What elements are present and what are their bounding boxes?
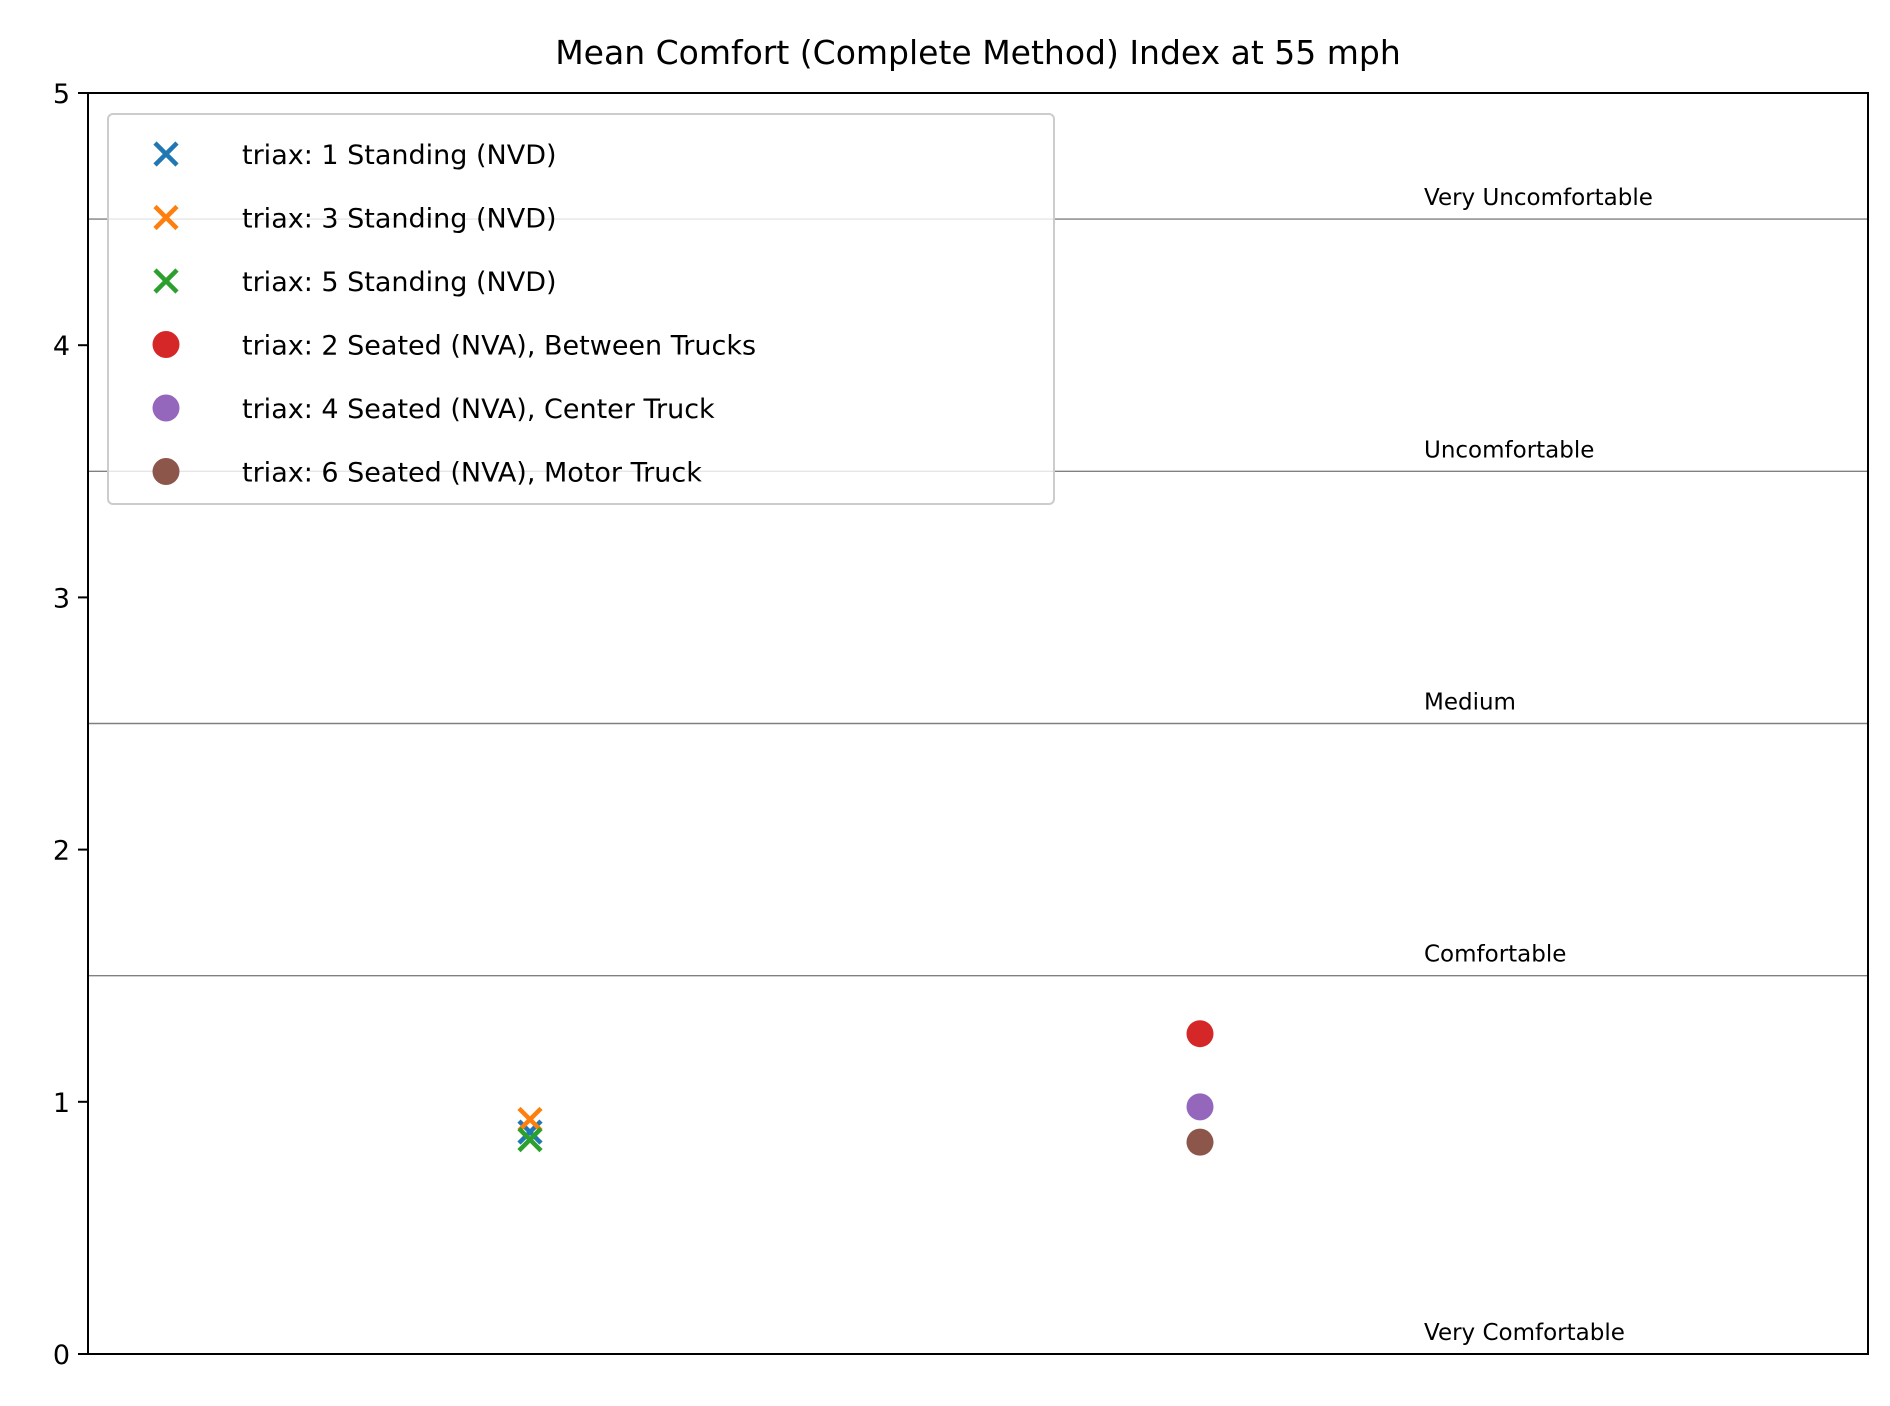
legend-box [107,113,1055,505]
data-point-x-2 [517,1127,543,1153]
legend-label-1: triax: 3 Standing (NVD) [242,204,557,235]
legend-marker-1 [153,204,179,231]
data-points-layer [517,1020,1214,1156]
legend-marker-2 [153,268,179,294]
comfort-band-label-4: Very Uncomfortable [1424,185,1653,211]
comfort-band-label-2: Medium [1424,690,1516,716]
data-point-circle-5 [1186,1128,1214,1156]
legend-label-5: triax: 6 Seated (NVA), Motor Truck [242,458,702,489]
comfort-band-layer: Very Comfortable Comfortable Medium Uncomfo… [88,185,1868,1346]
plot-area-frame [87,92,1869,1355]
data-point-circle-4 [1186,1093,1214,1121]
legend-marker-2-stroke-b [153,268,179,294]
legend-label-4: triax: 4 Seated (NVA), Center Truck [242,394,715,425]
legend-marker-0-stroke-b [153,141,179,167]
y-tick-label-2: 2 [53,836,70,867]
data-point-circle-3 [1186,1020,1214,1048]
y-axis: 0 1 2 3 4 5 [53,79,88,1371]
legend-marker-0 [153,141,179,167]
data-point-x-2-stroke-b [517,1127,543,1153]
chart-title: Mean Comfort (Complete Method) Index at … [555,33,1401,72]
y-tick-label-3: 3 [53,583,70,614]
legend-marker-3 [152,331,180,358]
data-point-x-1 [517,1106,543,1133]
comfort-band-label-1: Comfortable [1424,942,1566,968]
legend-marker-1-stroke-b [153,204,179,231]
comfort-band-label-0: Very Comfortable [1424,1320,1625,1346]
legend-marker-4 [152,394,180,422]
y-tick-label-4: 4 [53,331,70,362]
data-point-x-1-stroke-b [517,1106,543,1133]
legend: triax: 1 Standing (NVD) triax: 3 Standing… [107,113,1055,505]
y-tick-label-0: 0 [53,1340,70,1371]
legend-label-3: triax: 2 Seated (NVA), Between Trucks [242,331,756,362]
legend-label-2: triax: 5 Standing (NVD) [242,267,557,298]
legend-marker-5 [152,458,180,485]
y-tick-label-5: 5 [53,79,70,110]
comfort-band-label-3: Uncomfortable [1424,437,1594,463]
y-tick-label-1: 1 [53,1088,70,1119]
legend-label-0: triax: 1 Standing (NVD) [242,140,557,171]
